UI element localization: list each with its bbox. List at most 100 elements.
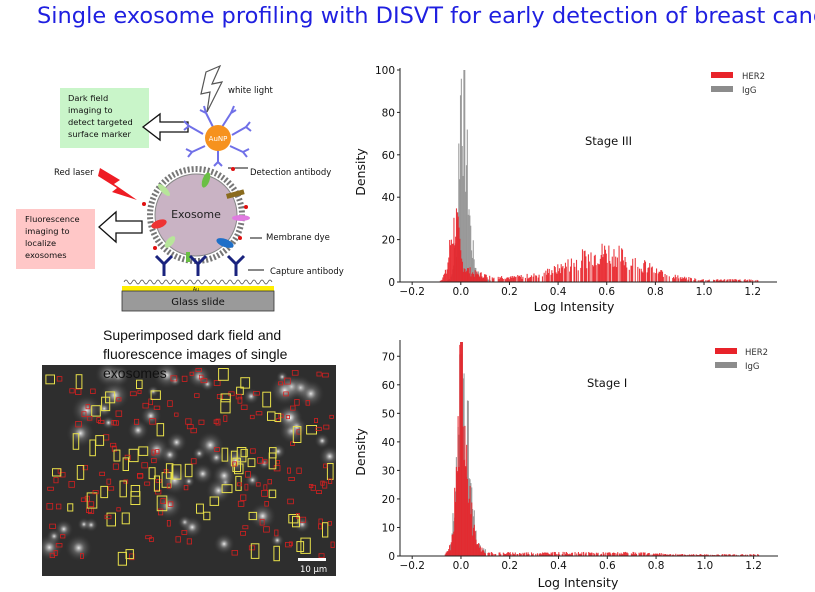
x-tick-label: 0.0 [453, 560, 470, 572]
her2-bar [608, 552, 610, 556]
x-tick-label: 0.8 [648, 560, 665, 572]
her2-bar [602, 552, 604, 556]
her2-bar [657, 273, 659, 282]
her2-bar [482, 550, 484, 556]
her2-bar [610, 553, 612, 556]
her2-bar [728, 554, 731, 556]
her2-bar [618, 553, 620, 556]
bottom-xlabel: Log Intensity [538, 575, 619, 590]
her2-bar [561, 553, 563, 556]
her2-bar [749, 280, 751, 282]
her2-bar [690, 277, 692, 282]
her2-bar [635, 553, 638, 556]
her2-bar [635, 552, 637, 556]
her2-bar [690, 554, 692, 556]
her2-bar [507, 552, 509, 556]
x-tick-label: 0.0 [452, 286, 469, 298]
fluorescence-arrow-icon [98, 210, 143, 244]
dark-field-box-marker [138, 446, 149, 456]
her2-bar [663, 554, 665, 556]
her2-bar [468, 273, 470, 282]
her2-bar [538, 274, 540, 282]
x-tick-label: 0.2 [501, 286, 518, 298]
her2-bar [675, 277, 677, 282]
her2-bar [676, 554, 679, 556]
her2-bar [510, 554, 512, 556]
scattering-spot [213, 533, 235, 555]
her2-bar [680, 278, 682, 282]
her2-bar [658, 553, 661, 556]
fluorescence-box-marker [263, 526, 270, 533]
her2-bar [558, 271, 560, 282]
her2-bar [543, 272, 545, 282]
her2-bar [718, 280, 721, 282]
her2-bar [551, 270, 553, 282]
fluorescence-box-marker [308, 484, 314, 489]
dark-field-box [60, 88, 149, 148]
her2-bar [478, 277, 481, 282]
her2-bar [614, 553, 616, 556]
her2-bar [753, 554, 755, 556]
her2-bar [741, 554, 743, 556]
her2-bar [440, 280, 442, 282]
fluorescence-box-marker [46, 503, 54, 510]
fluorescence-box-marker [92, 490, 99, 495]
her2-bar [497, 276, 499, 282]
fluorescence-box-marker [155, 489, 162, 495]
her2-bar [554, 551, 556, 556]
fluorescence-box-marker [155, 479, 162, 483]
her2-bar [507, 277, 509, 282]
dark-field-box-marker [292, 426, 302, 443]
her2-bar [598, 264, 601, 282]
igg-bar [464, 70, 466, 282]
her2-bar [464, 425, 466, 556]
her2-bar [570, 258, 572, 282]
her2-bar [468, 498, 470, 556]
her2-bar [750, 554, 752, 556]
her2-bar [444, 273, 446, 282]
her2-bar [729, 554, 731, 556]
her2-bar [504, 554, 506, 556]
her2-bar [454, 501, 457, 556]
x-tick-label: 1.2 [745, 560, 762, 572]
top-ylabel: Density [353, 148, 368, 196]
her2-bar [541, 276, 544, 282]
dark-field-box-marker [136, 379, 143, 389]
her2-bar [747, 279, 749, 282]
her2-bar [489, 275, 491, 282]
fluorescence-box-marker [81, 411, 87, 417]
fluorescence-box-marker [236, 482, 242, 487]
dark-field-box-marker [52, 468, 62, 477]
her2-bar [612, 552, 614, 556]
her2-bar [621, 248, 623, 282]
dark-field-box-marker [122, 457, 129, 472]
her2-bar [604, 245, 606, 282]
fluorescence-line-1: Fluorescence [25, 214, 80, 224]
her2-bar [707, 280, 710, 282]
dark-field-box-marker [156, 423, 165, 437]
her2-bar [577, 552, 579, 556]
fluorescence-box-marker [288, 541, 293, 546]
fluorescence-box [16, 209, 95, 269]
her2-bar [535, 275, 538, 282]
her2-bar [502, 279, 504, 282]
y-tick-label: 50 [382, 408, 395, 420]
her2-bar [560, 264, 562, 282]
her2-bar [555, 553, 557, 556]
igg-bar [487, 279, 489, 282]
her2-bar [546, 552, 548, 556]
her2-bar [461, 342, 463, 556]
fluorescence-box-marker [198, 419, 205, 425]
dark-field-box-marker [292, 515, 300, 528]
dark-field-box-marker [91, 405, 101, 417]
her2-bar [713, 280, 715, 282]
igg-bar [470, 225, 472, 282]
igg-bar [472, 508, 474, 556]
legend-igg-label-bottom: IgG [745, 362, 760, 372]
her2-bar [716, 279, 718, 282]
fluorescence-box-marker [248, 545, 256, 551]
her2-bar [634, 554, 636, 556]
her2-bar [661, 271, 664, 282]
fluorescence-box-marker [323, 424, 330, 430]
her2-bar [564, 268, 566, 282]
